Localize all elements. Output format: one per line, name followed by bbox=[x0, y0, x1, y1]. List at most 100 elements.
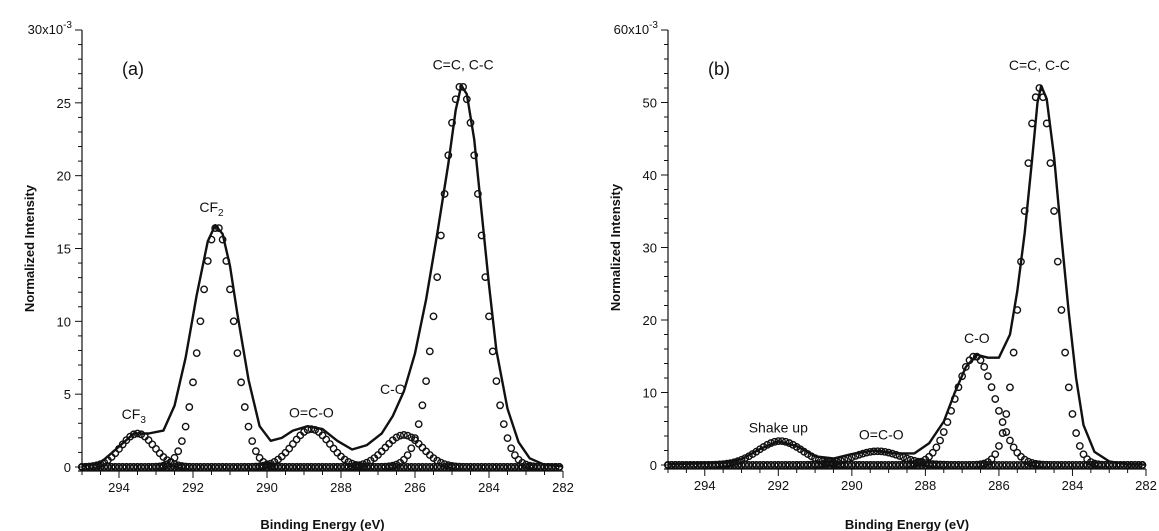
data-point bbox=[470, 463, 479, 471]
data-point bbox=[122, 463, 131, 471]
data-point bbox=[1068, 461, 1077, 469]
data-point bbox=[511, 463, 519, 471]
data-point bbox=[381, 462, 390, 471]
data-point bbox=[1009, 348, 1018, 357]
data-point bbox=[152, 463, 160, 471]
data-point bbox=[1002, 428, 1011, 436]
data-point bbox=[936, 436, 944, 445]
data-point bbox=[318, 463, 327, 471]
data-point bbox=[185, 403, 194, 411]
data-point bbox=[492, 377, 501, 386]
data-point bbox=[399, 455, 408, 464]
data-point bbox=[811, 461, 819, 469]
data-point bbox=[774, 461, 783, 469]
data-point bbox=[700, 461, 709, 469]
data-point bbox=[189, 463, 197, 471]
data-point bbox=[340, 463, 349, 471]
data-point bbox=[785, 461, 794, 469]
data-point bbox=[892, 461, 900, 469]
data-point bbox=[177, 437, 186, 446]
data-point bbox=[789, 461, 797, 469]
data-point bbox=[251, 463, 260, 471]
data-point bbox=[251, 447, 260, 456]
data-point bbox=[1094, 460, 1103, 469]
data-point bbox=[466, 463, 475, 471]
data-point bbox=[689, 461, 698, 469]
data-point bbox=[1046, 159, 1055, 168]
data-point bbox=[1079, 450, 1088, 459]
data-point bbox=[818, 461, 827, 469]
data-point bbox=[737, 461, 746, 469]
data-point bbox=[803, 461, 812, 469]
y-tick-label: 25 bbox=[57, 96, 71, 111]
x-tick-label: 284 bbox=[478, 480, 500, 495]
x-tick-label: 292 bbox=[182, 480, 204, 495]
data-point bbox=[995, 407, 1003, 415]
data-point bbox=[1053, 257, 1062, 266]
y-multiplier-label: 30x10-3 bbox=[28, 20, 73, 37]
data-point bbox=[954, 461, 963, 469]
data-point bbox=[1064, 383, 1073, 392]
data-point bbox=[1006, 461, 1014, 469]
data-point bbox=[991, 395, 1000, 403]
data-point bbox=[847, 461, 856, 469]
data-point bbox=[1053, 461, 1062, 469]
x-tick-label: 284 bbox=[1062, 478, 1084, 493]
data-point bbox=[344, 457, 353, 466]
data-point bbox=[281, 448, 290, 457]
data-point bbox=[366, 463, 375, 471]
data-point bbox=[155, 463, 164, 471]
data-point bbox=[914, 461, 922, 469]
data-point bbox=[1086, 461, 1095, 469]
data-point bbox=[1017, 461, 1025, 469]
data-point bbox=[1006, 436, 1014, 445]
data-point bbox=[392, 433, 401, 442]
data-point bbox=[1009, 461, 1018, 469]
data-point bbox=[840, 461, 849, 469]
data-point bbox=[285, 463, 294, 471]
data-point bbox=[481, 463, 490, 471]
data-point bbox=[899, 461, 908, 469]
data-point bbox=[148, 440, 157, 449]
data-point bbox=[496, 401, 504, 410]
data-point bbox=[100, 463, 109, 471]
data-point bbox=[969, 460, 978, 469]
data-point bbox=[159, 463, 168, 471]
data-point bbox=[422, 463, 430, 471]
data-point bbox=[277, 463, 286, 471]
data-point bbox=[407, 463, 416, 471]
data-point bbox=[359, 463, 368, 471]
data-point bbox=[418, 401, 427, 410]
data-point bbox=[910, 461, 919, 469]
data-point bbox=[351, 463, 360, 471]
data-point bbox=[987, 455, 996, 464]
data-point bbox=[1002, 410, 1011, 418]
panel-label: (b) bbox=[708, 59, 730, 79]
data-point bbox=[403, 451, 412, 460]
data-point bbox=[259, 463, 268, 471]
data-point bbox=[778, 461, 786, 469]
data-point bbox=[111, 463, 120, 471]
data-point bbox=[214, 463, 223, 471]
data-point bbox=[285, 444, 294, 453]
data-point bbox=[314, 463, 323, 471]
data-point bbox=[203, 257, 212, 265]
component-markers bbox=[664, 84, 1147, 469]
data-point bbox=[244, 422, 253, 431]
data-point bbox=[1050, 461, 1058, 469]
data-point bbox=[274, 463, 282, 471]
x-tick-label: 290 bbox=[841, 478, 863, 493]
x-axis-title: Binding Energy (eV) bbox=[845, 517, 969, 531]
data-point bbox=[748, 461, 757, 469]
data-point bbox=[1046, 460, 1055, 469]
data-point bbox=[270, 463, 279, 471]
data-point bbox=[263, 463, 271, 471]
data-point bbox=[836, 461, 845, 469]
data-point bbox=[329, 444, 338, 453]
data-point bbox=[1061, 461, 1070, 469]
data-point bbox=[507, 463, 516, 471]
data-point bbox=[200, 463, 209, 471]
data-point bbox=[196, 463, 205, 471]
data-point bbox=[240, 463, 249, 471]
